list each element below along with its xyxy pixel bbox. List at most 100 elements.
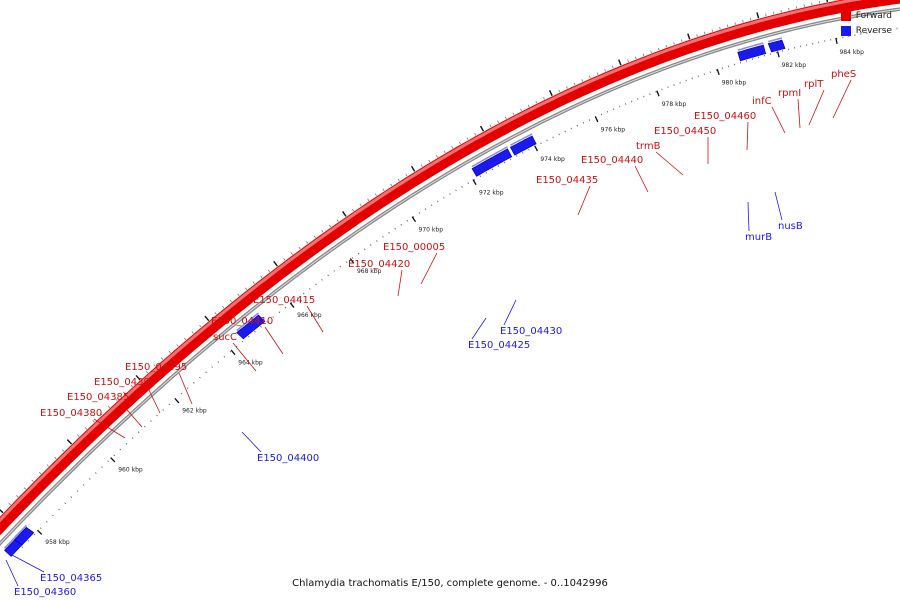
ruler-minor-tick: [430, 204, 433, 207]
ruler-minor-tick: [144, 425, 146, 428]
track-tick: [673, 42, 675, 45]
reverse-gene-label: nusB: [778, 221, 803, 232]
ruler-minor-tick: [515, 155, 518, 157]
track-tick: [497, 120, 500, 124]
ruler-minor-tick: [235, 345, 238, 348]
track-tick: [135, 374, 141, 381]
ruler-minor-tick: [296, 297, 299, 299]
track-tick: [443, 150, 446, 154]
track-tick: [696, 34, 698, 37]
track-tick: [191, 331, 194, 334]
ruler-minor-tick: [162, 409, 164, 411]
ruler-label: 984 kbp: [839, 49, 864, 56]
ruler-minor-tick: [101, 466, 103, 468]
track-tick: [382, 188, 385, 192]
forward-gene-label: E150_04385: [67, 392, 129, 403]
forward-gene-leader: [797, 98, 801, 129]
ruler-minor-tick: [76, 490, 79, 492]
reverse-gene-block: [471, 148, 513, 177]
track-tick: [298, 246, 301, 250]
forward-gene-label: infC: [752, 96, 772, 107]
ruler-minor-tick: [27, 540, 30, 542]
ruler-minor-tick: [284, 306, 287, 309]
ruler-major-tick: [776, 51, 780, 58]
reverse-gene-label: E150_04430: [500, 326, 562, 337]
ruler-minor-tick: [612, 108, 615, 111]
track-tick: [803, 4, 805, 7]
reverse-gene-highlight: [737, 42, 764, 51]
ruler-label: 970 kbp: [419, 226, 444, 233]
ruler-minor-tick: [266, 321, 268, 323]
ruler-minor-tick: [95, 472, 97, 474]
track-tick: [543, 97, 545, 100]
ruler-minor-tick: [241, 340, 244, 343]
forward-gene-leader: [832, 79, 852, 119]
forward-gene-label: E150_04415: [253, 295, 315, 306]
reverse-gene-highlight: [236, 312, 259, 332]
track-tick: [765, 13, 767, 17]
reverse-gene-leader: [241, 431, 262, 453]
ruler-minor-tick: [673, 84, 675, 86]
ruler-minor-tick: [485, 171, 488, 174]
ruler-minor-tick: [443, 196, 445, 199]
forward-gene-label: E150_04410: [211, 316, 273, 327]
ruler-minor-tick: [382, 236, 384, 238]
track-tick: [374, 193, 377, 197]
track-tick: [611, 65, 614, 69]
track-tick: [31, 479, 34, 482]
ruler-major-tick: [110, 457, 116, 463]
reverse-gene-highlight: [510, 133, 533, 146]
ruler-minor-tick: [168, 403, 171, 406]
forward-gene-label: sucC: [213, 332, 237, 343]
ruler-label: 972 kbp: [479, 189, 504, 196]
track-tick: [176, 344, 179, 347]
forward-gene-leader: [120, 402, 143, 428]
track-tick: [204, 315, 210, 322]
track-tick: [627, 59, 629, 63]
forward-gene-label: E150_04450: [654, 126, 716, 137]
track-tick: [313, 235, 316, 239]
track-tick: [66, 439, 73, 445]
forward-gene-label: E150_04440: [581, 155, 643, 166]
track-tick: [46, 464, 49, 467]
forward-gene-leader: [746, 121, 749, 151]
reverse-genes: [3, 37, 786, 587]
forward-gene-leader: [397, 269, 403, 297]
ruler-major-tick: [594, 116, 599, 123]
reverse-gene-highlight: [471, 146, 508, 168]
track-tick: [130, 384, 133, 388]
track-tick: [734, 22, 737, 25]
ruler-minor-tick: [503, 161, 506, 164]
ruler-major-tick: [411, 216, 417, 223]
track-tick: [273, 260, 278, 267]
ruler-minor-tick: [582, 121, 585, 124]
genome-backbone-highlight: [0, 8, 900, 545]
forward-gene-leader: [306, 305, 324, 333]
ruler-minor-tick: [21, 546, 24, 549]
ruler-major-tick: [656, 90, 660, 97]
forward-gene-leader: [655, 151, 684, 176]
ruler-minor-tick: [33, 533, 36, 536]
ruler-minor-tick: [327, 274, 329, 277]
ruler-minor-tick: [685, 79, 687, 82]
ruler-label: 958 kbp: [45, 539, 70, 546]
ruler-minor-tick: [667, 86, 669, 89]
ruler-label: 978 kbp: [662, 101, 687, 108]
track-tick: [680, 39, 683, 43]
forward-gene-label: E150_00005: [383, 242, 445, 253]
track-tick: [566, 86, 568, 89]
track-tick: [8, 502, 11, 506]
forward-gene-leader: [771, 106, 786, 134]
ruler-label: 968 kbp: [357, 268, 382, 275]
ruler-label: 960 kbp: [118, 466, 143, 473]
ruler-minor-tick: [205, 371, 207, 374]
legend-label-reverse: Reverse: [855, 25, 892, 36]
reverse-gene-leader: [774, 191, 783, 221]
ruler-label: 982 kbp: [782, 62, 807, 69]
track-tick: [665, 44, 668, 48]
ruler-minor-tick: [223, 355, 226, 358]
ruler-minor-tick: [186, 387, 189, 390]
track-tick: [0, 508, 4, 514]
